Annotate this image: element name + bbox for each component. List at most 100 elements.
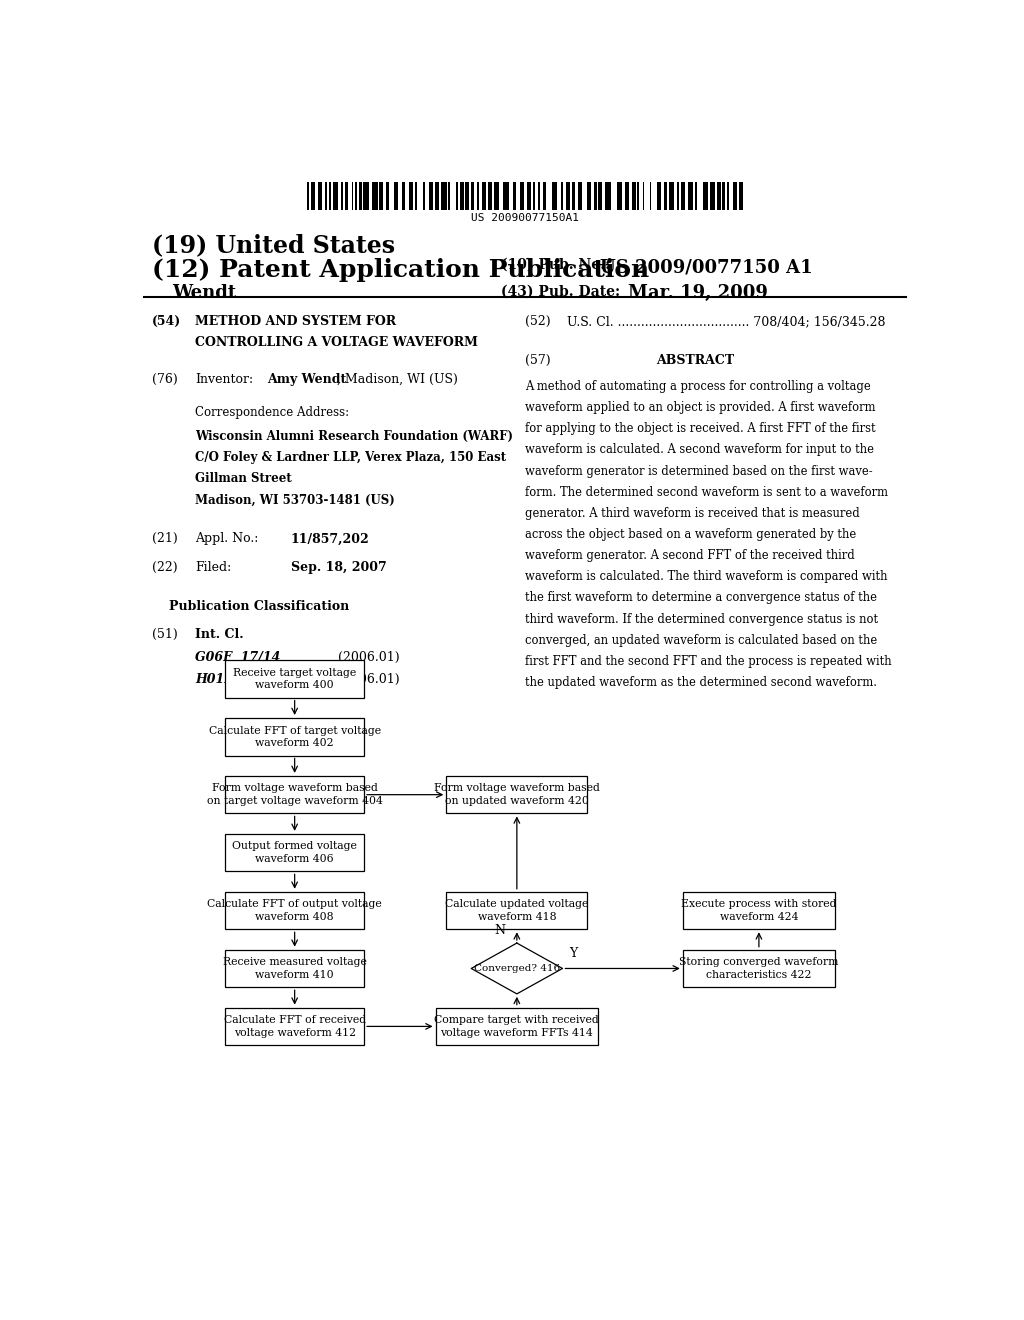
FancyBboxPatch shape xyxy=(225,776,365,813)
Bar xyxy=(415,182,417,210)
Bar xyxy=(578,182,582,210)
Text: METHOD AND SYSTEM FOR: METHOD AND SYSTEM FOR xyxy=(196,315,396,327)
Bar xyxy=(681,182,684,210)
Bar xyxy=(311,182,315,210)
Text: (43) Pub. Date:: (43) Pub. Date: xyxy=(501,284,621,298)
Text: Form voltage waveform based
on target voltage waveform 404: Form voltage waveform based on target vo… xyxy=(207,784,383,807)
Text: (22): (22) xyxy=(152,561,177,574)
FancyBboxPatch shape xyxy=(683,949,836,987)
Text: the updated waveform as the determined second waveform.: the updated waveform as the determined s… xyxy=(524,676,877,689)
Text: Publication Classification: Publication Classification xyxy=(169,599,349,612)
Text: Mar. 19, 2009: Mar. 19, 2009 xyxy=(628,284,768,302)
Bar xyxy=(460,182,464,210)
Bar xyxy=(325,182,327,210)
Text: Receive target voltage
waveform 400: Receive target voltage waveform 400 xyxy=(233,668,356,690)
Bar xyxy=(441,182,446,210)
Bar xyxy=(594,182,597,210)
FancyBboxPatch shape xyxy=(446,776,588,813)
Bar xyxy=(306,182,309,210)
FancyBboxPatch shape xyxy=(225,834,365,871)
Text: waveform is calculated. A second waveform for input to the: waveform is calculated. A second wavefor… xyxy=(524,444,873,457)
Text: the first waveform to determine a convergence status of the: the first waveform to determine a conver… xyxy=(524,591,877,605)
FancyBboxPatch shape xyxy=(225,718,365,755)
Text: (10) Pub. No.:: (10) Pub. No.: xyxy=(501,257,610,272)
Text: US 20090077150A1: US 20090077150A1 xyxy=(471,214,579,223)
Text: (19) United States: (19) United States xyxy=(152,234,395,257)
Bar xyxy=(561,182,563,210)
Text: H01L  21/306: H01L 21/306 xyxy=(196,673,291,685)
Text: Receive measured voltage
waveform 410: Receive measured voltage waveform 410 xyxy=(222,957,367,979)
Bar xyxy=(394,182,398,210)
Bar xyxy=(434,182,438,210)
Text: Wendt: Wendt xyxy=(172,284,236,302)
Bar xyxy=(466,182,469,210)
Text: for applying to the object is received. A first FFT of the first: for applying to the object is received. … xyxy=(524,422,876,436)
Bar xyxy=(664,182,667,210)
Bar xyxy=(605,182,611,210)
Bar xyxy=(637,182,639,210)
Text: (21): (21) xyxy=(152,532,177,545)
FancyBboxPatch shape xyxy=(435,1007,598,1045)
Text: A method of automating a process for controlling a voltage: A method of automating a process for con… xyxy=(524,380,870,393)
Bar xyxy=(364,182,369,210)
Bar xyxy=(626,182,629,210)
Text: (2006.01): (2006.01) xyxy=(338,651,400,664)
Bar xyxy=(429,182,433,210)
Bar xyxy=(333,182,338,210)
Bar xyxy=(456,182,459,210)
Text: Storing converged waveform
characteristics 422: Storing converged waveform characteristi… xyxy=(679,957,839,979)
Bar xyxy=(386,182,389,210)
Text: Madison, WI 53703-1481 (US): Madison, WI 53703-1481 (US) xyxy=(196,494,395,507)
Bar xyxy=(702,182,709,210)
Bar xyxy=(650,182,651,210)
Bar xyxy=(423,182,425,210)
Text: (2006.01): (2006.01) xyxy=(338,673,400,685)
Text: waveform applied to an object is provided. A first waveform: waveform applied to an object is provide… xyxy=(524,401,876,414)
Bar xyxy=(643,182,644,210)
Bar xyxy=(345,182,348,210)
Bar xyxy=(733,182,736,210)
Text: Int. Cl.: Int. Cl. xyxy=(196,628,244,642)
Bar xyxy=(358,182,361,210)
Text: Converged? 416: Converged? 416 xyxy=(474,964,560,973)
Text: waveform is calculated. The third waveform is compared with: waveform is calculated. The third wavefo… xyxy=(524,570,888,583)
Text: Output formed voltage
waveform 406: Output formed voltage waveform 406 xyxy=(232,841,357,863)
Text: (54): (54) xyxy=(152,315,181,327)
Text: G06F  17/14: G06F 17/14 xyxy=(196,651,281,664)
Text: Execute process with stored
waveform 424: Execute process with stored waveform 424 xyxy=(681,899,837,921)
Text: ABSTRACT: ABSTRACT xyxy=(656,354,734,367)
Bar xyxy=(723,182,725,210)
Bar xyxy=(504,182,509,210)
Bar xyxy=(616,182,622,210)
FancyBboxPatch shape xyxy=(225,1007,365,1045)
Bar xyxy=(379,182,383,210)
Text: Calculate updated voltage
waveform 418: Calculate updated voltage waveform 418 xyxy=(445,899,589,921)
Bar xyxy=(318,182,322,210)
Bar xyxy=(710,182,716,210)
Bar xyxy=(543,182,546,210)
Text: Filed:: Filed: xyxy=(196,561,231,574)
Bar xyxy=(409,182,413,210)
Text: form. The determined second waveform is sent to a waveform: form. The determined second waveform is … xyxy=(524,486,888,499)
Text: CONTROLLING A VOLTAGE WAVEFORM: CONTROLLING A VOLTAGE WAVEFORM xyxy=(196,337,478,350)
FancyBboxPatch shape xyxy=(446,892,588,929)
Text: waveform generator. A second FFT of the received third: waveform generator. A second FFT of the … xyxy=(524,549,855,562)
Text: C/O Foley & Lardner LLP, Verex Plaza, 150 East: C/O Foley & Lardner LLP, Verex Plaza, 15… xyxy=(196,451,507,465)
Bar xyxy=(402,182,406,210)
Bar xyxy=(572,182,575,210)
Text: across the object based on a waveform generated by the: across the object based on a waveform ge… xyxy=(524,528,856,541)
FancyBboxPatch shape xyxy=(225,660,365,697)
Bar xyxy=(717,182,721,210)
Text: waveform generator is determined based on the first wave-: waveform generator is determined based o… xyxy=(524,465,872,478)
Bar xyxy=(341,182,343,210)
Bar xyxy=(727,182,729,210)
Text: Calculate FFT of target voltage
waveform 402: Calculate FFT of target voltage waveform… xyxy=(209,726,381,748)
Bar xyxy=(688,182,693,210)
Text: N: N xyxy=(494,924,505,937)
Text: Compare target with received
voltage waveform FFTs 414: Compare target with received voltage wav… xyxy=(434,1015,599,1038)
Text: converged, an updated waveform is calculated based on the: converged, an updated waveform is calcul… xyxy=(524,634,877,647)
Bar xyxy=(669,182,674,210)
Bar xyxy=(633,182,636,210)
Bar xyxy=(488,182,492,210)
Text: third waveform. If the determined convergence status is not: third waveform. If the determined conver… xyxy=(524,612,878,626)
